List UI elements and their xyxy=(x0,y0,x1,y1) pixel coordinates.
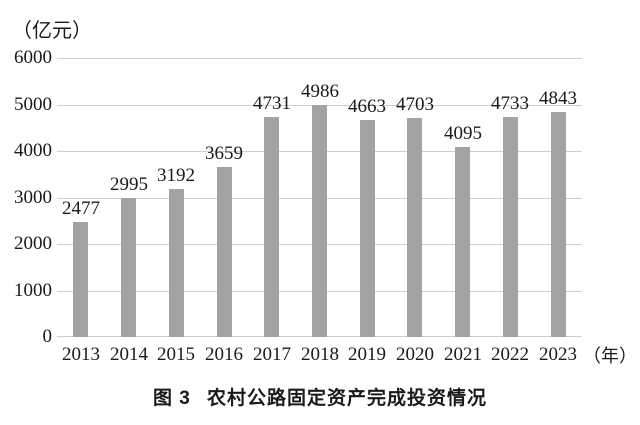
bar-value-label: 3659 xyxy=(205,143,243,164)
bar-2019 xyxy=(360,120,375,337)
x-axis-unit-label: （年） xyxy=(583,346,637,366)
x-axis-year-label: 2019 xyxy=(348,344,386,365)
caption-figure-number: 图 3 xyxy=(152,388,191,409)
y-axis-tick-label: 5000 xyxy=(14,94,52,115)
x-axis-year-label: 2022 xyxy=(491,344,529,365)
y-axis-tick-label: 3000 xyxy=(14,187,52,208)
bar-2015 xyxy=(169,189,184,337)
x-axis-year-label: 2021 xyxy=(444,344,482,365)
y-axis-tick-label: 6000 xyxy=(14,47,52,68)
gridline-6000 xyxy=(57,58,582,59)
bar-2022 xyxy=(503,117,518,337)
x-axis-year-label: 2017 xyxy=(253,344,291,365)
chart-caption: 图 3 农村公路固定资产完成投资情况 xyxy=(0,383,640,410)
bar-value-label: 4663 xyxy=(348,96,386,117)
bar-value-label: 4843 xyxy=(539,88,577,109)
y-axis-tick-label: 1000 xyxy=(14,280,52,301)
bar-2013 xyxy=(73,222,88,337)
bar-2014 xyxy=(121,198,136,337)
x-axis-year-label: 2018 xyxy=(301,344,339,365)
y-axis-tick-label: 2000 xyxy=(14,233,52,254)
y-axis-tick-label: 4000 xyxy=(14,140,52,161)
y-axis-tick-label: 0 xyxy=(42,326,53,347)
bar-2016 xyxy=(217,167,232,337)
bar-2017 xyxy=(264,117,279,337)
bar-value-label: 2995 xyxy=(110,174,148,195)
bar-value-label: 4095 xyxy=(444,123,482,144)
bar-2023 xyxy=(551,112,566,337)
caption-title: 农村公路固定资产完成投资情况 xyxy=(206,388,487,409)
x-axis-year-label: 2023 xyxy=(539,344,577,365)
x-axis-year-label: 2015 xyxy=(157,344,195,365)
bar-value-label: 3192 xyxy=(157,165,195,186)
bar-value-label: 4986 xyxy=(301,81,339,102)
x-axis-year-label: 2013 xyxy=(62,344,100,365)
x-axis-year-label: 2020 xyxy=(396,344,434,365)
bar-value-label: 4733 xyxy=(491,93,529,114)
bar-value-label: 2477 xyxy=(62,198,100,219)
x-axis-year-label: 2016 xyxy=(205,344,243,365)
y-axis-unit-label: （亿元） xyxy=(12,20,92,42)
plot-area: 2477 2995 3192 3659 4731 4986 4663 4703 4095 4733… xyxy=(57,58,582,337)
bar-value-label: 4703 xyxy=(396,94,434,115)
bar-value-label: 4731 xyxy=(253,93,291,114)
bar-2021 xyxy=(455,147,470,337)
bar-2018 xyxy=(312,105,327,337)
bar-2020 xyxy=(407,118,422,337)
x-axis-year-label: 2014 xyxy=(110,344,148,365)
